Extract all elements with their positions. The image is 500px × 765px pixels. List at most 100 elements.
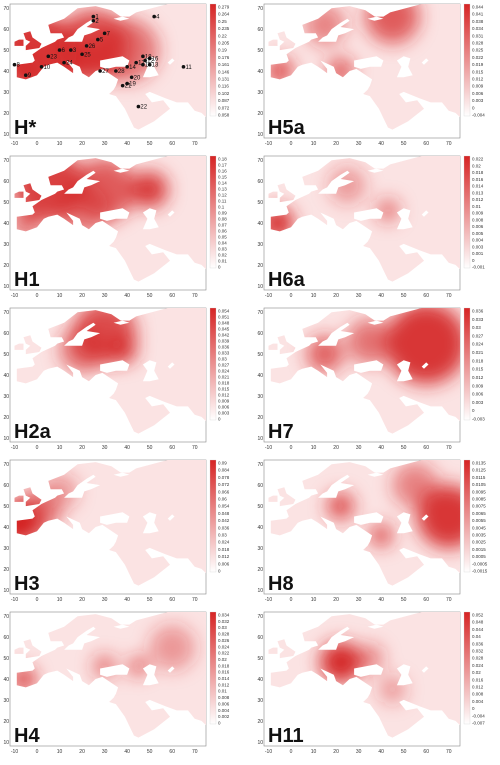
colorbar-tick-label: 0 <box>472 408 475 413</box>
x-tick-label: 70 <box>192 597 198 603</box>
y-tick-label: 70 <box>257 310 263 316</box>
colorbar-tick-label: 0.032 <box>218 619 230 624</box>
y-tick-label: 30 <box>257 698 263 704</box>
haplogroup-label: H11 <box>268 725 304 747</box>
colorbar-tick-label: 0 <box>472 706 475 711</box>
colorbar-tick-label: 0.033 <box>472 317 484 322</box>
colorbar-tick-label: 0.018 <box>472 170 484 175</box>
y-tick-label: 10 <box>3 436 9 442</box>
x-tick-label: 50 <box>401 597 407 603</box>
sample-site-label: 1 <box>95 15 99 21</box>
sample-site-marker <box>181 65 186 69</box>
colorbar-tick-label: 0.0025 <box>472 540 486 545</box>
colorbar-tick-label: 0.087 <box>218 98 230 103</box>
y-tick-label: 70 <box>3 310 9 316</box>
redsea-sea <box>363 550 388 584</box>
caspian-sea <box>142 664 159 686</box>
y-tick-label: 60 <box>3 331 9 337</box>
map-svg: -10 0 10 20 30 40 50 60 70 70 60 50 40 30 20 10 0.09 0.08… <box>3 459 230 603</box>
map-panel-h8: -10 0 10 20 30 40 50 60 70 70 60 50 40 30 20 10 0.0135 0.… <box>256 458 496 606</box>
aral-sea <box>421 362 429 369</box>
y-tick-label: 40 <box>3 525 9 531</box>
colorbar-tick-label: 0.0015 <box>472 547 486 552</box>
map-svg: -10 0 10 20 30 40 50 60 70 70 60 50 40 30 20 10 0.0135 0.… <box>257 459 488 603</box>
x-tick-label: 50 <box>147 293 153 299</box>
y-tick-label: 60 <box>257 331 263 337</box>
x-tick-label: 40 <box>378 597 384 603</box>
y-tick-label: 10 <box>257 588 263 594</box>
colorbar-tick-label: 0.161 <box>218 62 230 67</box>
x-tick-label: 20 <box>333 749 339 755</box>
sample-site-label: 2 <box>95 19 99 25</box>
caspian-sea <box>142 360 159 382</box>
x-tick-label: 10 <box>311 445 317 451</box>
y-tick-label: 50 <box>3 656 9 662</box>
colorbar-tick-label: 0.016 <box>218 670 230 675</box>
y-tick-label: 70 <box>3 614 9 620</box>
sample-site-marker <box>152 14 156 19</box>
colorbar-tick-label: 0.03 <box>218 625 227 630</box>
y-tick-label: 50 <box>257 200 263 206</box>
colorbar-tick-label: 0.034 <box>472 26 484 31</box>
y-tick-label: 60 <box>257 483 263 489</box>
colorbar-tick-label: 0.012 <box>218 393 230 398</box>
frequency-hotspot <box>329 167 366 204</box>
frequency-hotspot <box>417 484 460 549</box>
y-tick-label: 60 <box>257 27 263 33</box>
y-tick-label: 50 <box>3 504 9 510</box>
colorbar-tick-label: 0.036 <box>218 525 230 530</box>
map-svg: -10 0 10 20 30 40 50 60 70 70 60 50 40 30 20 10 0.279 0.2… <box>3 3 230 147</box>
x-tick-label: 70 <box>446 445 452 451</box>
colorbar-tick-label: 0.006 <box>218 561 230 566</box>
sample-site-marker <box>57 48 62 52</box>
x-tick-label: 60 <box>169 749 175 755</box>
y-tick-label: 30 <box>3 394 9 400</box>
white-sea <box>113 16 130 21</box>
colorbar-tick-label: 0.01 <box>218 259 227 264</box>
colorbar-tick-label: 0.038 <box>472 19 484 24</box>
y-tick-label: 30 <box>3 90 9 96</box>
colorbar-tick-label: 0.015 <box>472 69 484 74</box>
colorbar-tick-label: 0.008 <box>218 695 230 700</box>
colorbar-tick-label: 0.14 <box>218 181 227 186</box>
colorbar-tick-label: 0.021 <box>472 350 484 355</box>
sample-site-label: 7 <box>107 31 111 37</box>
frequency-hotspot <box>320 641 361 683</box>
x-tick-label: 50 <box>147 749 153 755</box>
black-sea <box>354 360 384 373</box>
colorbar-tick-label: 0.0045 <box>472 525 486 530</box>
colorbar-tick-label: 0.22 <box>218 33 227 38</box>
baltic-sea <box>318 170 355 194</box>
colorbar-tick-label: 0.021 <box>218 375 230 380</box>
sample-site-marker <box>98 69 102 73</box>
redsea-sea <box>109 702 134 736</box>
x-tick-label: 70 <box>192 293 198 299</box>
sample-site-marker <box>129 75 134 80</box>
colorbar-tick-label: -0.007 <box>472 721 485 726</box>
x-tick-label: 50 <box>147 141 153 147</box>
x-tick-label: 60 <box>423 749 429 755</box>
colorbar-tick-label: 0.022 <box>472 55 484 60</box>
colorbar-tick-label: 0.146 <box>218 69 230 74</box>
haplogroup-label: H7 <box>268 421 294 443</box>
colorbar-tick-label: 0 <box>472 105 475 110</box>
x-tick-label: -10 <box>11 597 18 603</box>
colorbar-tick-label: 0.003 <box>472 400 484 405</box>
colorbar-tick-label: 0.006 <box>218 405 230 410</box>
white-sea <box>367 320 384 325</box>
colorbar-tick-label: 0.009 <box>472 383 484 388</box>
y-tick-label: 70 <box>257 6 263 12</box>
colorbar-tick-label: 0.04 <box>472 634 481 639</box>
colorbar-tick-label: 0.024 <box>472 663 484 668</box>
y-tick-label: 10 <box>3 284 9 290</box>
colorbar-tick-label: 0.02 <box>472 163 481 168</box>
y-tick-label: 50 <box>3 200 9 206</box>
x-tick-label: 20 <box>79 597 85 603</box>
y-tick-label: 40 <box>3 373 9 379</box>
colorbar-tick-label: 0.0115 <box>472 475 486 480</box>
x-tick-label: -10 <box>265 749 272 755</box>
aral-sea <box>421 666 429 673</box>
colorbar <box>209 611 217 725</box>
redsea-sea <box>109 94 134 128</box>
x-tick-label: 40 <box>378 749 384 755</box>
